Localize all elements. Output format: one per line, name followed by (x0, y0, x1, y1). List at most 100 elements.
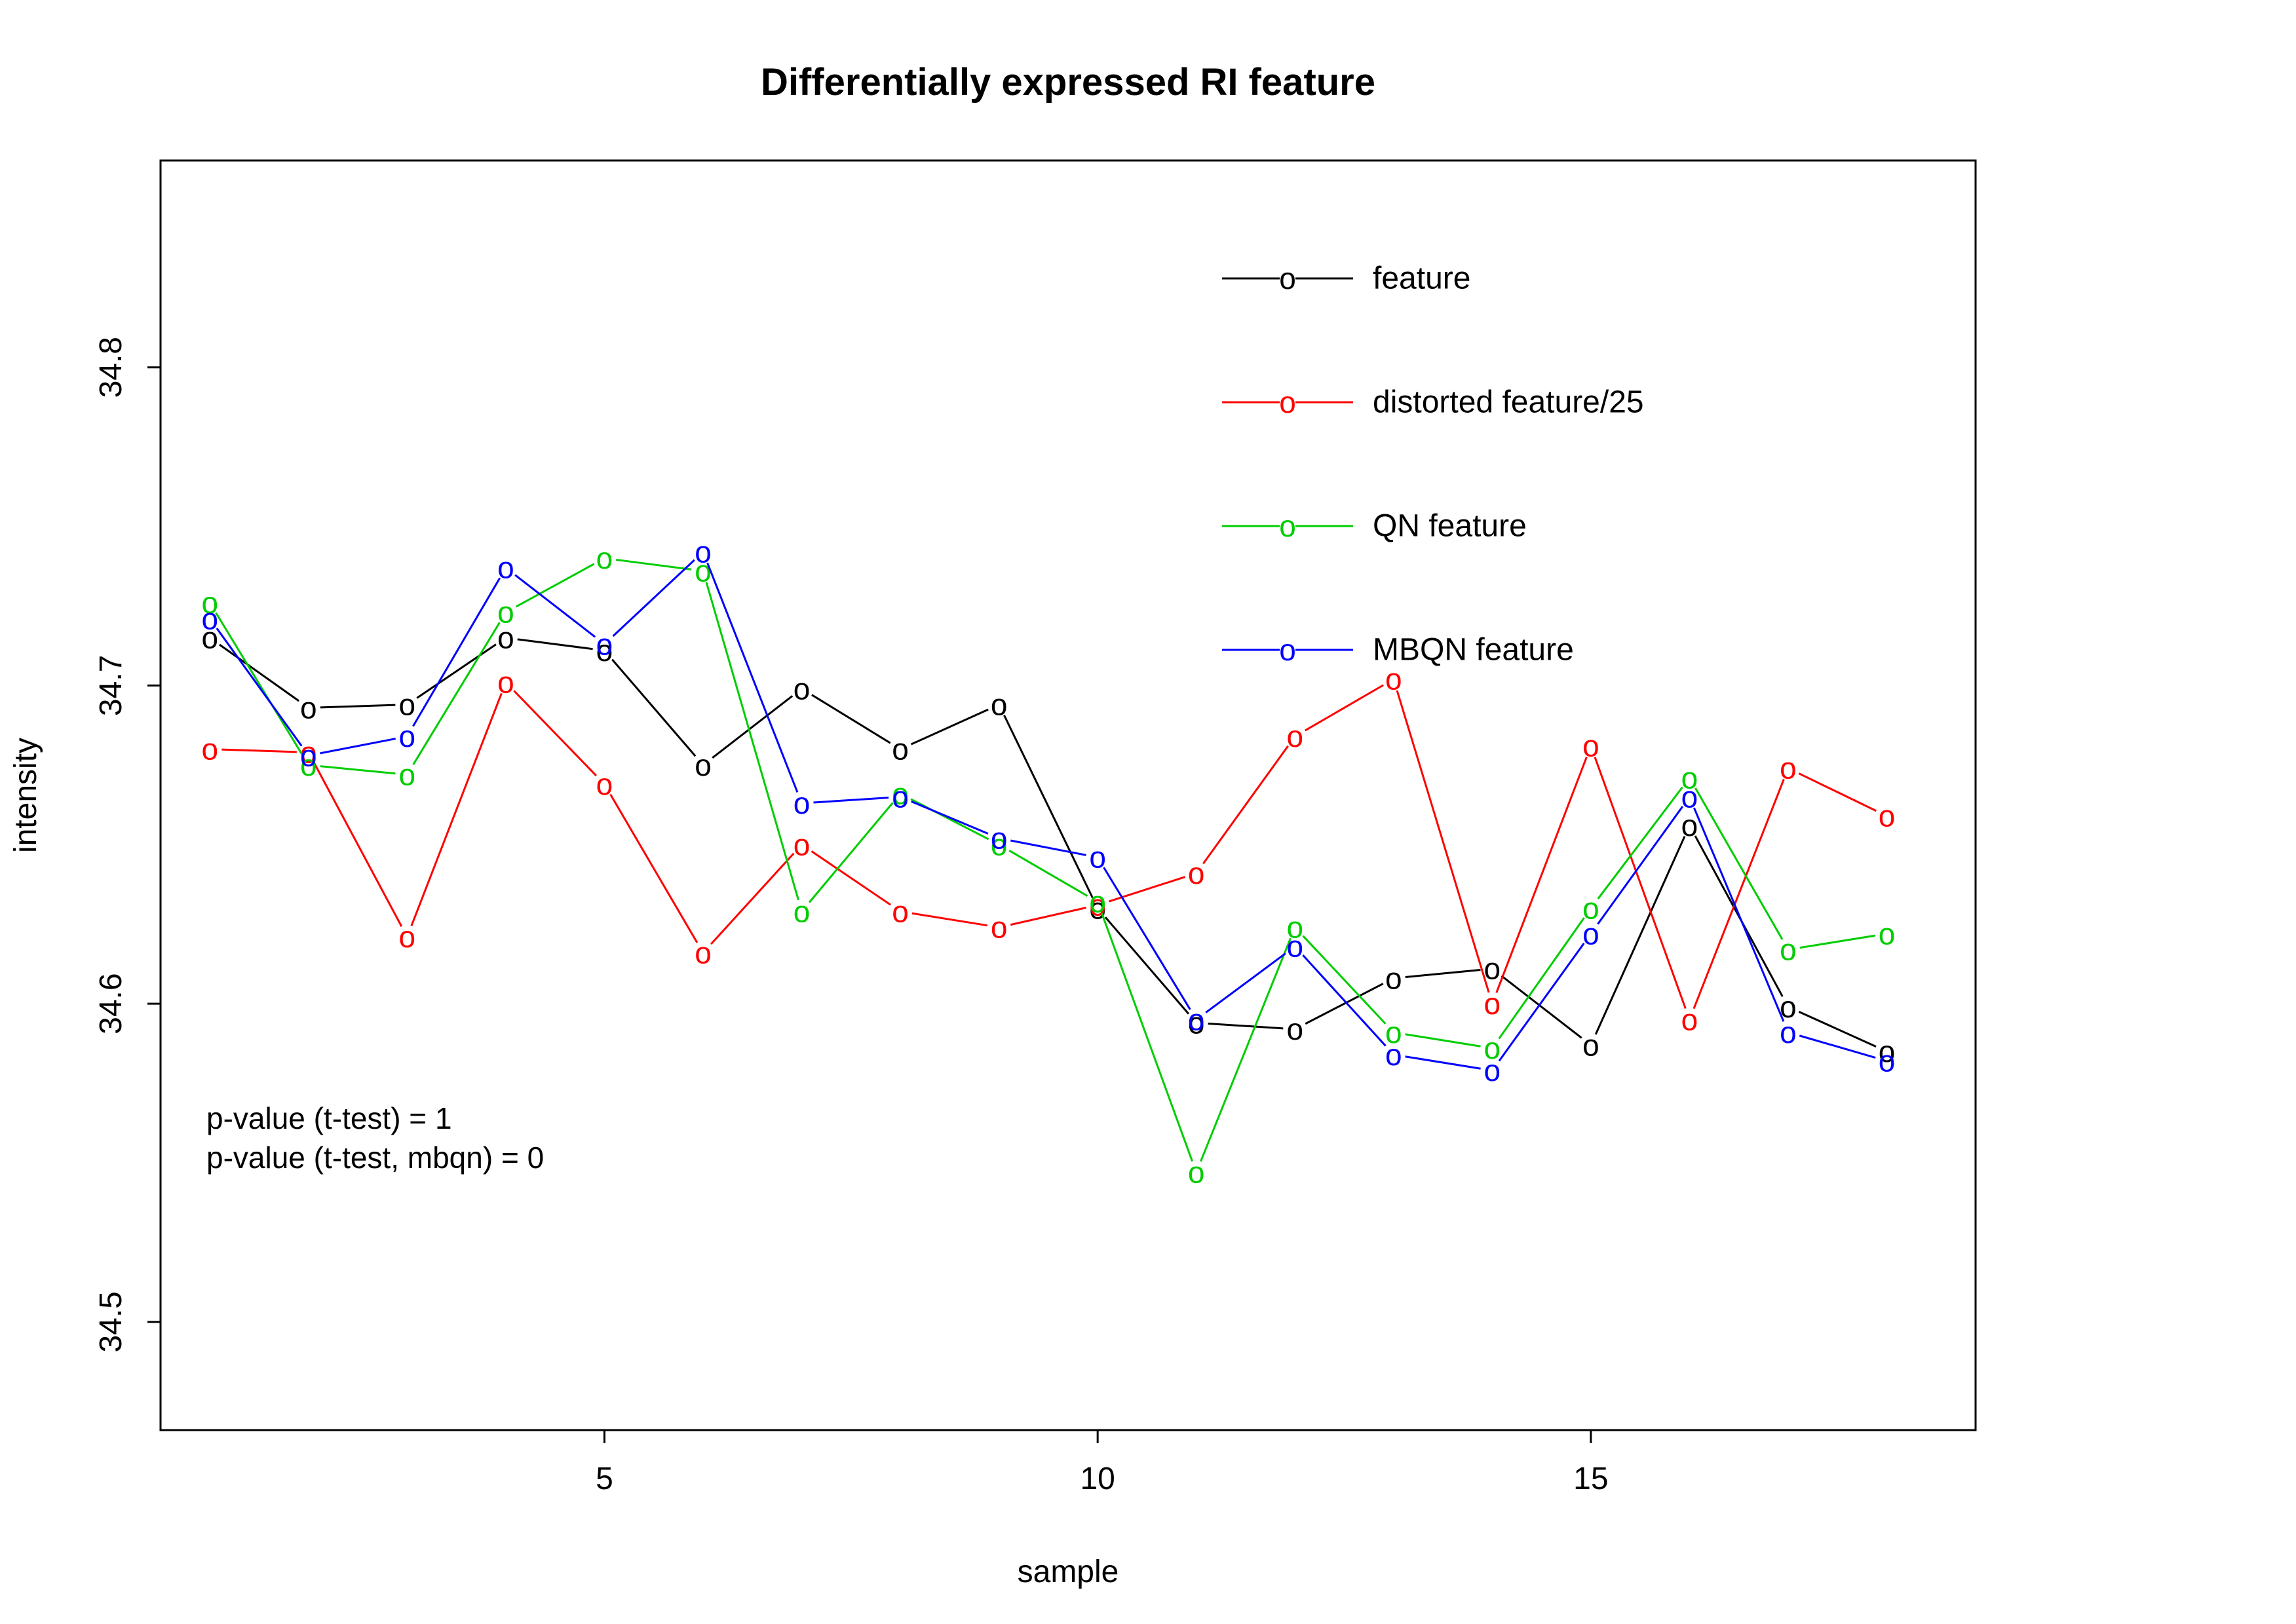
y-tick-label: 34.7 (94, 655, 128, 716)
series-segment (1495, 756, 1588, 993)
data-point: o (1188, 1006, 1205, 1040)
data-point: o (1780, 933, 1797, 967)
series-segment (616, 558, 692, 571)
data-point: o (1089, 840, 1106, 875)
data-point: o (892, 732, 909, 766)
data-point: o (1385, 1015, 1402, 1049)
y-tick-label: 34.8 (94, 337, 128, 398)
series-segment (1008, 850, 1088, 897)
data-point: o (1879, 1034, 1896, 1068)
series-segment (1799, 934, 1875, 949)
data-point: o (991, 821, 1008, 856)
series-segment (705, 582, 799, 901)
data-point: o (596, 627, 613, 661)
series-segment (1405, 1055, 1481, 1070)
x-axis: 5 10 15 (596, 1430, 1609, 1496)
series-segment (1597, 806, 1684, 925)
x-tick-label: 5 (596, 1462, 613, 1496)
series-segment (1694, 787, 1784, 940)
data-point: o (1385, 662, 1402, 696)
data-point: o (794, 827, 811, 861)
chart-title: Differentially expressed RI feature (761, 61, 1375, 104)
data-point: o (399, 920, 416, 954)
data-point: o (991, 827, 1008, 861)
data-point: o (695, 935, 712, 970)
series-segment (609, 793, 698, 943)
series-segment (1693, 778, 1785, 1010)
series-segment (1693, 807, 1785, 1022)
series-segment (320, 704, 396, 709)
data-point: o (892, 777, 909, 811)
annotations: p-value (t-test) = 1 p-value (t-test, mb… (206, 1101, 544, 1175)
series-segment (1104, 916, 1190, 1015)
series-segment (320, 765, 396, 775)
series-segment (1501, 975, 1582, 1039)
series-segment (412, 577, 501, 727)
series-segment (1302, 954, 1387, 1047)
series-segment (1200, 937, 1292, 1162)
series-segment (1396, 690, 1490, 993)
legend-item: o QN feature (1222, 509, 1527, 544)
series-segment (313, 762, 403, 927)
data-point: o (201, 601, 218, 635)
series-segment (320, 738, 396, 755)
series-segment (1498, 917, 1585, 1040)
data-point: o (596, 541, 613, 575)
data-point: o (1188, 1156, 1205, 1190)
y-tick-label: 34.6 (94, 973, 128, 1034)
data-point: o (1286, 911, 1303, 945)
data-point: o (695, 535, 712, 569)
series-segment (811, 850, 892, 906)
series-segment (219, 643, 300, 702)
data-point: o (991, 911, 1008, 945)
series-segment (1208, 1022, 1284, 1030)
series-segment (1594, 757, 1687, 1010)
data-point: o (1582, 1028, 1599, 1062)
series-segment (811, 694, 891, 744)
data-point: o (497, 551, 514, 585)
legend: o feature o distorted feature/25 o QN feature… (1222, 261, 1644, 668)
series-segment (1798, 772, 1877, 812)
series-segment (221, 748, 297, 753)
series-segment (1498, 943, 1585, 1062)
annotation-pvalue-ttest: p-value (t-test) = 1 (206, 1101, 452, 1135)
data-point: o (201, 732, 218, 766)
data-point: o (1188, 1002, 1205, 1036)
data-point: o (596, 767, 613, 801)
series-segment (1205, 953, 1286, 1013)
x-axis-label: sample (1018, 1555, 1119, 1589)
series-segment (1010, 839, 1086, 856)
data-point: o (1681, 761, 1698, 795)
x-tick-label: 15 (1573, 1462, 1608, 1496)
data-point: o (1879, 799, 1896, 833)
data-point: o (1681, 1002, 1698, 1036)
data-point: o (892, 780, 909, 814)
series-segment (1305, 983, 1384, 1025)
series-segment (712, 695, 794, 759)
data-point: o (794, 671, 811, 706)
legend-marker: o (1279, 509, 1296, 543)
data-point: o (1484, 1031, 1501, 1065)
series-segment (513, 690, 598, 777)
data-point: o (596, 633, 613, 668)
series-segment (1103, 867, 1191, 1010)
series-segment (611, 658, 697, 757)
series-segment (1100, 913, 1193, 1162)
data-point: o (991, 688, 1008, 722)
data-point: o (497, 666, 514, 700)
series-segment (808, 802, 894, 903)
data-point: o (794, 894, 811, 928)
data-point: o (399, 719, 416, 753)
series-segment (1202, 745, 1289, 865)
data-point: o (300, 690, 317, 725)
data-point: o (695, 748, 712, 782)
data-point: o (1780, 751, 1797, 785)
series-segment (1305, 684, 1384, 732)
series-segment (1597, 786, 1683, 899)
legend-label: QN feature (1373, 509, 1527, 544)
data-point: o (1681, 780, 1698, 814)
